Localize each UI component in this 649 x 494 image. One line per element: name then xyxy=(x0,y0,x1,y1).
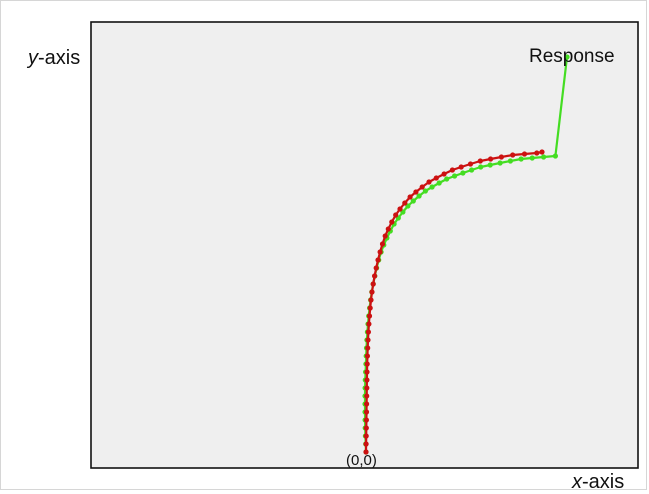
response-annotation: Response xyxy=(529,46,615,67)
series-layer xyxy=(362,54,570,455)
series-1-point xyxy=(497,160,503,166)
series-2-point xyxy=(365,345,371,351)
series-2-point xyxy=(397,206,403,212)
series-2-point xyxy=(364,369,370,375)
series-2-point xyxy=(363,417,369,423)
series-2-point xyxy=(364,385,370,391)
series-1-point xyxy=(460,170,466,176)
series-2-point xyxy=(477,158,483,164)
series-2-point xyxy=(363,433,369,439)
series-2-point xyxy=(363,425,369,431)
y-axis-suffix: -axis xyxy=(38,47,81,69)
series-2-point xyxy=(521,151,528,157)
series-2-point xyxy=(363,441,369,447)
y-axis-label: y-axis xyxy=(28,47,80,70)
series-2-point xyxy=(385,226,391,232)
series-2-point xyxy=(413,189,419,195)
series-1-point xyxy=(529,155,535,161)
series-1-point xyxy=(436,180,442,186)
series-2-point xyxy=(368,297,374,303)
series-1-point xyxy=(429,184,435,190)
series-2-point xyxy=(393,212,399,218)
series-2-point xyxy=(426,179,432,185)
series-2-point xyxy=(364,377,370,383)
series-2-point xyxy=(375,257,381,263)
series-2-point xyxy=(534,150,540,156)
series-2-point xyxy=(372,273,378,279)
series-2-point xyxy=(379,241,386,247)
series-2-point xyxy=(467,161,474,167)
series-1-point xyxy=(416,193,422,199)
series-2-point xyxy=(407,194,413,200)
series-1-point xyxy=(518,156,524,162)
y-axis-var: y xyxy=(28,47,38,69)
series-1-point xyxy=(444,176,450,182)
series-2-point xyxy=(488,156,494,162)
series-2-point xyxy=(382,233,388,239)
series-2-point xyxy=(510,152,516,158)
series-1-point xyxy=(564,54,570,60)
series-2-point xyxy=(458,164,464,170)
series-2-point xyxy=(370,281,376,287)
x-axis-label: x-axis xyxy=(572,471,624,494)
series-2-point xyxy=(419,184,425,190)
series-2-point xyxy=(369,289,375,295)
series-2-point xyxy=(365,337,371,343)
series-2-point xyxy=(498,154,504,160)
x-axis-suffix: -axis xyxy=(582,471,625,493)
series-2-point xyxy=(366,321,372,327)
series-1-point xyxy=(507,158,513,164)
series-1-point xyxy=(541,154,547,160)
series-1-point xyxy=(478,164,484,170)
series-2-point xyxy=(364,393,370,399)
series-1-point xyxy=(469,167,475,173)
x-axis-var: x xyxy=(572,471,582,493)
series-2-point xyxy=(433,175,439,181)
series-1-point xyxy=(487,162,493,168)
series-2-point xyxy=(364,353,370,359)
series-2-point xyxy=(367,305,373,311)
series-2-point xyxy=(366,313,373,319)
series-2-point xyxy=(373,265,379,271)
series-2-point xyxy=(441,171,447,177)
series-2-point xyxy=(364,401,370,407)
series-2-point xyxy=(363,449,369,455)
origin-annotation: (0,0) xyxy=(346,452,377,469)
series-2-point xyxy=(377,249,383,255)
series-2-point xyxy=(539,149,545,155)
series-2-point xyxy=(365,329,371,335)
series-1-point xyxy=(452,173,458,179)
series-1-point xyxy=(422,188,428,194)
series-1-point xyxy=(552,153,559,159)
series-2-point xyxy=(449,167,455,173)
series-2-point xyxy=(389,219,395,225)
series-2-point xyxy=(402,200,408,206)
series-2-point xyxy=(363,409,370,415)
series-1-point xyxy=(410,198,416,204)
series-2-point xyxy=(364,361,370,367)
